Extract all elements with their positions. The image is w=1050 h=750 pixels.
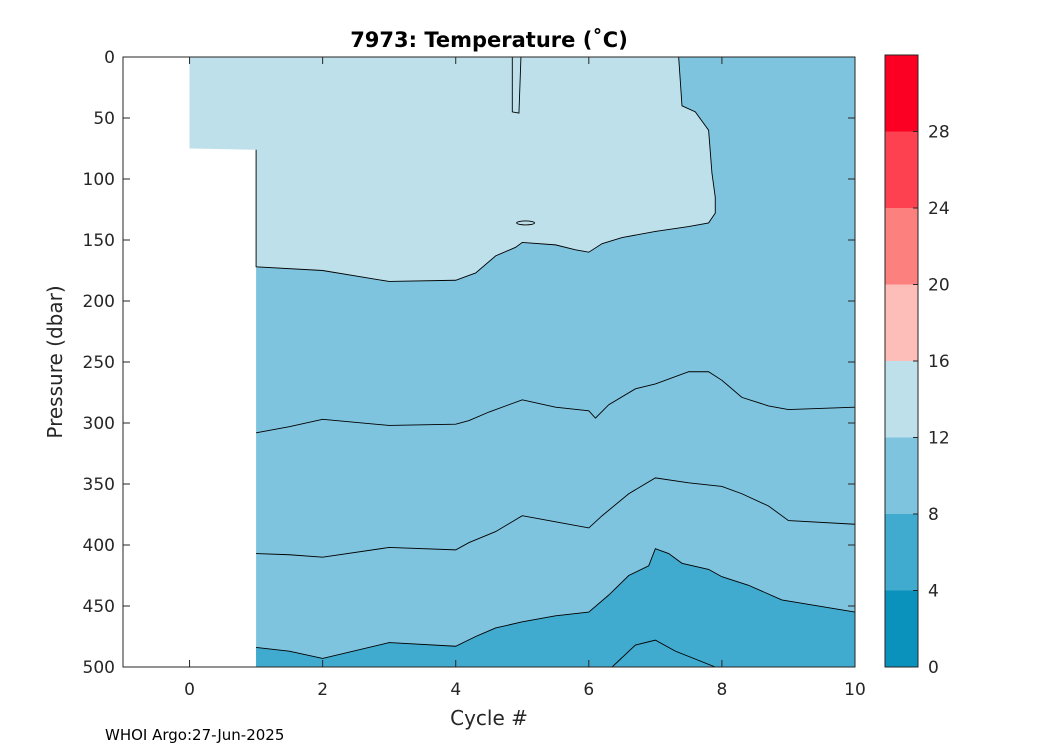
band-12-16 bbox=[189, 57, 716, 282]
x-tick-label: 6 bbox=[583, 680, 594, 700]
chart-title: 7973: Temperature (˚C) bbox=[350, 28, 628, 52]
colorbar-segment bbox=[885, 208, 918, 285]
y-tick-label: 450 bbox=[83, 597, 115, 617]
y-tick-label: 150 bbox=[83, 231, 115, 251]
colorbar-tick-label: 28 bbox=[928, 123, 950, 143]
colorbar-segment bbox=[885, 131, 918, 208]
colorbar-segment bbox=[885, 590, 918, 667]
contour-line-2 bbox=[256, 477, 855, 558]
colorbar-segment bbox=[885, 514, 918, 591]
contour-loop-small bbox=[516, 220, 536, 226]
colorbar-tick-label: 20 bbox=[928, 276, 950, 296]
y-tick-label: 100 bbox=[83, 170, 115, 190]
y-tick-label: 50 bbox=[93, 109, 115, 129]
y-axis-label: Pressure (dbar) bbox=[43, 285, 67, 438]
x-tick-label: 0 bbox=[184, 680, 195, 700]
colorbar: 0 4 8 12 16 20 24 28 bbox=[884, 54, 950, 678]
y-axis-ticks: 0 50 100 150 200 250 300 350 400 450 500 bbox=[83, 48, 855, 678]
colorbar-tick-label: 12 bbox=[928, 429, 950, 449]
contour-line-3 bbox=[256, 548, 855, 659]
contour-line-1 bbox=[256, 371, 855, 434]
colorbar-tick-label: 8 bbox=[928, 505, 939, 525]
band-4-8 bbox=[256, 548, 855, 667]
colorbar-tick-label: 16 bbox=[928, 352, 950, 372]
contour-sliver-cycle5 bbox=[511, 57, 522, 114]
contour-line-layer bbox=[255, 57, 855, 667]
y-tick-label: 400 bbox=[83, 536, 115, 556]
colorbar-segment bbox=[885, 437, 918, 514]
colorbar-tick-label: 4 bbox=[928, 582, 939, 602]
x-tick-label: 4 bbox=[450, 680, 461, 700]
y-tick-label: 200 bbox=[83, 292, 115, 312]
x-tick-label: 2 bbox=[317, 680, 328, 700]
colorbar-tick-label: 24 bbox=[928, 199, 950, 219]
colorbar-segment bbox=[885, 55, 918, 132]
colorbar-segment bbox=[885, 284, 918, 361]
y-tick-label: 350 bbox=[83, 475, 115, 495]
x-axis-ticks: 0 2 4 6 8 10 bbox=[184, 57, 866, 700]
colorbar-tick-label: 0 bbox=[928, 658, 939, 678]
x-tick-label: 8 bbox=[716, 680, 727, 700]
y-tick-label: 0 bbox=[104, 48, 115, 68]
y-tick-label: 300 bbox=[83, 414, 115, 434]
x-tick-label: 10 bbox=[844, 680, 866, 700]
colorbar-segment bbox=[885, 361, 918, 438]
contour-bottom-bump bbox=[611, 639, 716, 667]
contour-line-0 bbox=[255, 57, 716, 282]
x-axis-label: Cycle # bbox=[450, 706, 528, 730]
contour-fill-layer bbox=[189, 57, 855, 667]
y-tick-label: 250 bbox=[83, 353, 115, 373]
y-tick-label: 500 bbox=[83, 658, 115, 678]
footer-annotation: WHOI Argo:27-Jun-2025 bbox=[105, 726, 284, 744]
